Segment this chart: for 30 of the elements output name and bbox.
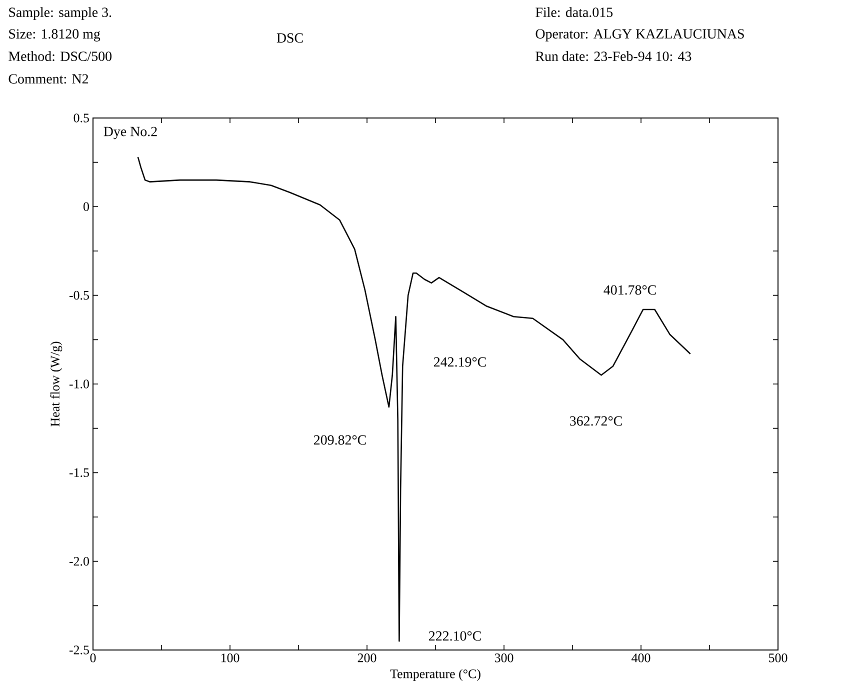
text: Size: 1.8120 mg bbox=[9, 29, 100, 42]
annotation: Dye No.2 bbox=[104, 126, 157, 140]
y-tick-label: 0.5 bbox=[74, 114, 89, 122]
annotation: 242.19°C bbox=[434, 357, 486, 367]
annotation: 209.82°C bbox=[314, 435, 366, 445]
text: Method: DSC/500 bbox=[8, 51, 112, 62]
y-tick-label: -2.5 bbox=[69, 646, 89, 654]
chart-title: DSC bbox=[276, 33, 303, 43]
text: Comment: N2 bbox=[8, 74, 88, 84]
x-tick-label: 300 bbox=[494, 654, 514, 662]
y-axis-title: Heat flow (W/g) bbox=[50, 342, 62, 426]
y-tick-label: -0.5 bbox=[69, 290, 89, 300]
x-tick-label: 0 bbox=[90, 654, 96, 662]
annotation: 362.72°C bbox=[570, 416, 622, 426]
text: Run date: 23-Feb-94 10: 43 bbox=[536, 51, 692, 62]
y-tick-label: -2.0 bbox=[69, 556, 89, 566]
y-tick-label: 0 bbox=[84, 202, 89, 212]
text: Operator: ALGY KAZLAUCIUNAS bbox=[536, 29, 744, 42]
line-series bbox=[137, 156, 691, 642]
x-tick-label: 100 bbox=[221, 654, 240, 662]
x-tick-label: 400 bbox=[632, 654, 650, 662]
y-tick-label: -1.0 bbox=[69, 380, 89, 388]
annotation: 222.10°C bbox=[428, 631, 481, 641]
text: File: data.015 bbox=[536, 7, 613, 18]
x-tick-label: 200 bbox=[358, 654, 376, 662]
y-tick-label: -1.5 bbox=[69, 468, 89, 478]
annotation: 401.78°C bbox=[604, 285, 656, 295]
x-tick-label: 500 bbox=[769, 654, 788, 662]
text: Sample: sample 3. bbox=[9, 7, 112, 20]
x-axis-title: Temperature (°C) bbox=[390, 669, 480, 681]
